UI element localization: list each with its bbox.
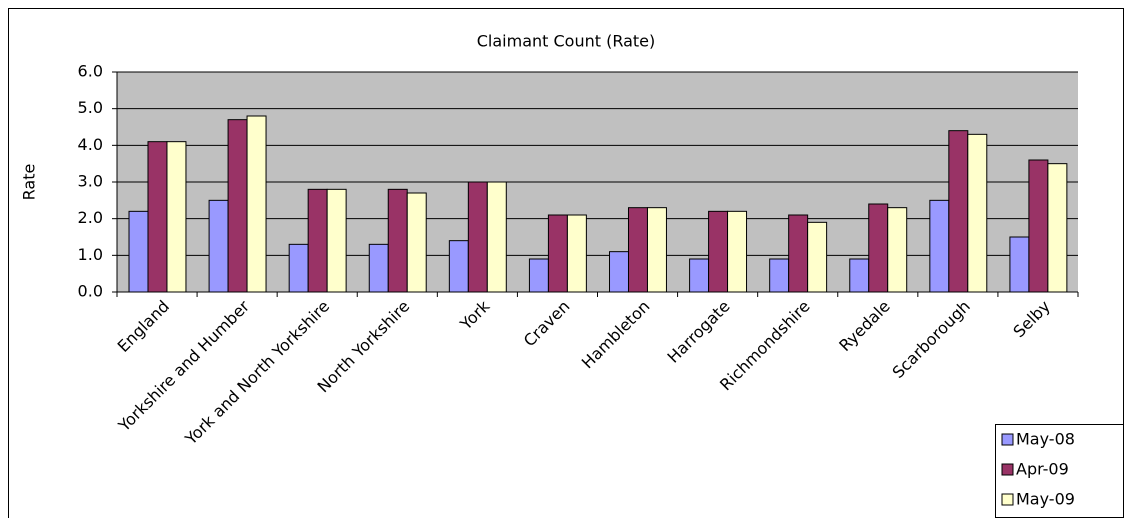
bar bbox=[788, 214, 809, 293]
bar bbox=[887, 207, 908, 293]
bar bbox=[708, 210, 729, 293]
legend-swatch bbox=[1001, 433, 1014, 446]
bar bbox=[448, 240, 469, 293]
bar bbox=[128, 210, 149, 293]
bar bbox=[1047, 163, 1068, 293]
bar bbox=[849, 258, 870, 293]
y-tick-label: 4.0 bbox=[78, 135, 103, 154]
y-tick-label: 5.0 bbox=[78, 98, 103, 117]
y-tick-label: 6.0 bbox=[78, 62, 103, 81]
bar bbox=[326, 188, 347, 293]
bar bbox=[486, 181, 507, 293]
bar bbox=[166, 141, 187, 293]
bar bbox=[227, 119, 248, 293]
bar bbox=[547, 214, 568, 293]
bar bbox=[307, 188, 328, 293]
bar bbox=[288, 243, 309, 293]
bar bbox=[406, 192, 427, 293]
y-tick-label: 0.0 bbox=[78, 282, 103, 301]
legend-swatch bbox=[1001, 493, 1014, 506]
bar bbox=[689, 258, 710, 293]
bar bbox=[147, 141, 168, 293]
bar bbox=[929, 199, 950, 293]
bar bbox=[566, 214, 587, 293]
bar bbox=[1028, 159, 1049, 293]
bar bbox=[609, 251, 629, 293]
y-tick-label: 1.0 bbox=[78, 245, 103, 264]
bar bbox=[646, 207, 667, 293]
legend-label: May-09 bbox=[1016, 490, 1075, 509]
legend-swatch bbox=[1001, 463, 1014, 476]
bar bbox=[948, 130, 969, 293]
y-axis-title: Rate bbox=[20, 164, 39, 201]
bar bbox=[467, 181, 488, 293]
bar bbox=[368, 243, 389, 293]
bar bbox=[807, 221, 828, 293]
legend-label: May-08 bbox=[1016, 430, 1075, 449]
y-tick-label: 3.0 bbox=[78, 172, 103, 191]
y-tick-label: 2.0 bbox=[78, 208, 103, 227]
bar bbox=[868, 203, 889, 293]
bar bbox=[769, 258, 790, 293]
chart-title: Claimant Count (Rate) bbox=[477, 32, 656, 51]
bar bbox=[967, 133, 988, 293]
bar bbox=[246, 115, 267, 293]
legend-box bbox=[995, 424, 1124, 518]
bar bbox=[727, 210, 748, 293]
bar bbox=[387, 188, 408, 293]
legend-label: Apr-09 bbox=[1016, 460, 1069, 479]
bar bbox=[528, 258, 549, 293]
bar bbox=[1009, 236, 1030, 293]
bar bbox=[627, 207, 648, 293]
bar bbox=[208, 199, 229, 293]
